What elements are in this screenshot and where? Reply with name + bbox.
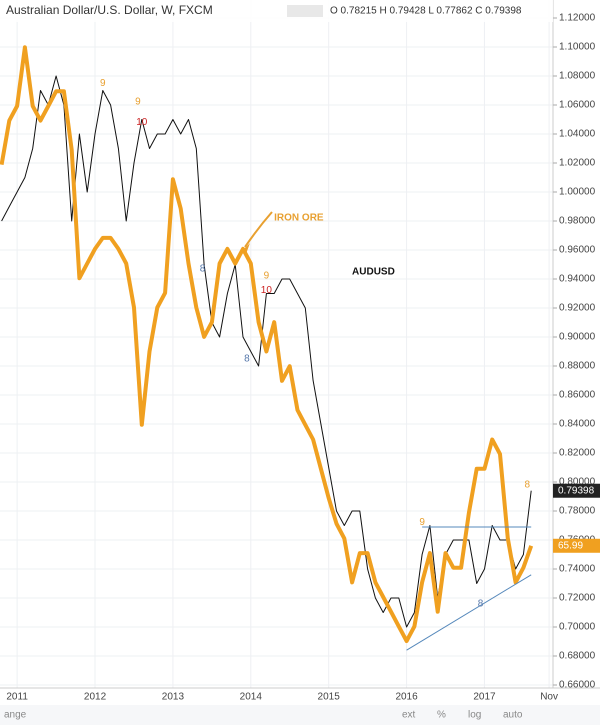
- x-tick-label: 2014: [240, 692, 263, 703]
- last-value-label: 65.99: [558, 540, 583, 551]
- ohlc: O 0.78215 H 0.79428 L 0.77862 C 0.79398: [330, 6, 522, 17]
- y-tick-label: 0.72000: [559, 593, 596, 604]
- y-tick-label: 0.74000: [559, 564, 596, 575]
- x-tick-label: 2016: [395, 692, 418, 703]
- annotation: AUDUSD: [352, 266, 395, 277]
- x-tick-label: 2017: [473, 692, 496, 703]
- td-marker: 10: [136, 117, 148, 128]
- toolbar-item[interactable]: auto: [503, 710, 523, 721]
- td-marker: 9: [100, 78, 106, 89]
- y-tick-label: 0.70000: [559, 622, 596, 633]
- y-tick-label: 0.86000: [559, 390, 596, 401]
- y-tick-label: 0.78000: [559, 506, 596, 517]
- toolbar: [0, 705, 600, 725]
- td-marker: 8: [478, 598, 484, 609]
- last-value-badge: [553, 538, 600, 553]
- y-tick-label: 0.88000: [559, 361, 596, 372]
- y-tick-label: 0.90000: [559, 332, 596, 343]
- x-tick-label: 2011: [6, 692, 28, 703]
- y-tick-label: 0.80000: [559, 477, 596, 488]
- trendline: [406, 574, 532, 651]
- annotation: IRON ORE: [274, 213, 324, 224]
- td-marker: 9: [419, 517, 425, 528]
- y-tick-label: 0.84000: [559, 419, 596, 430]
- y-tick-label: 0.92000: [559, 303, 596, 314]
- y-tick-label: 0.66000: [559, 680, 596, 691]
- td-marker: 9: [135, 97, 141, 108]
- y-tick-label: 1.12000: [559, 13, 596, 24]
- last-value-label: 0.79398: [558, 485, 595, 496]
- td-marker: 8: [244, 353, 250, 364]
- y-tick-label: 1.06000: [559, 100, 596, 111]
- x-tick-label: 2012: [84, 692, 107, 703]
- x-tick-label: 2015: [318, 692, 341, 703]
- td-marker: 8: [525, 480, 531, 491]
- header-icons[interactable]: [287, 5, 323, 17]
- y-tick-label: 1.02000: [559, 158, 596, 169]
- td-marker: 9: [264, 271, 270, 282]
- y-tick-label: 1.08000: [559, 71, 596, 82]
- x-tick-label: Nov: [540, 692, 558, 703]
- x-tick-label: 2013: [162, 692, 185, 703]
- y-tick-label: 0.82000: [559, 448, 596, 459]
- y-tick-label: 1.10000: [559, 42, 596, 53]
- y-tick-label: 0.94000: [559, 274, 596, 285]
- y-tick-label: 1.04000: [559, 129, 596, 140]
- series-line: [0, 45, 534, 643]
- y-tick-label: 0.68000: [559, 651, 596, 662]
- y-tick-label: 0.98000: [559, 216, 596, 227]
- y-tick-label: 1.00000: [559, 187, 596, 198]
- td-marker: 10: [261, 285, 273, 296]
- td-marker: 8: [200, 263, 206, 274]
- toolbar-item[interactable]: ext: [402, 710, 416, 721]
- last-value-badge: [553, 483, 600, 498]
- chart-title: Australian Dollar/U.S. Dollar, W, FXCM: [6, 3, 213, 17]
- y-tick-label: 0.96000: [559, 245, 596, 256]
- annotation-arrow: [244, 211, 273, 248]
- header-bg: [0, 0, 553, 22]
- toolbar-item[interactable]: %: [437, 710, 446, 721]
- toolbar-item[interactable]: log: [468, 710, 481, 721]
- toolbar-item[interactable]: ange: [4, 710, 27, 721]
